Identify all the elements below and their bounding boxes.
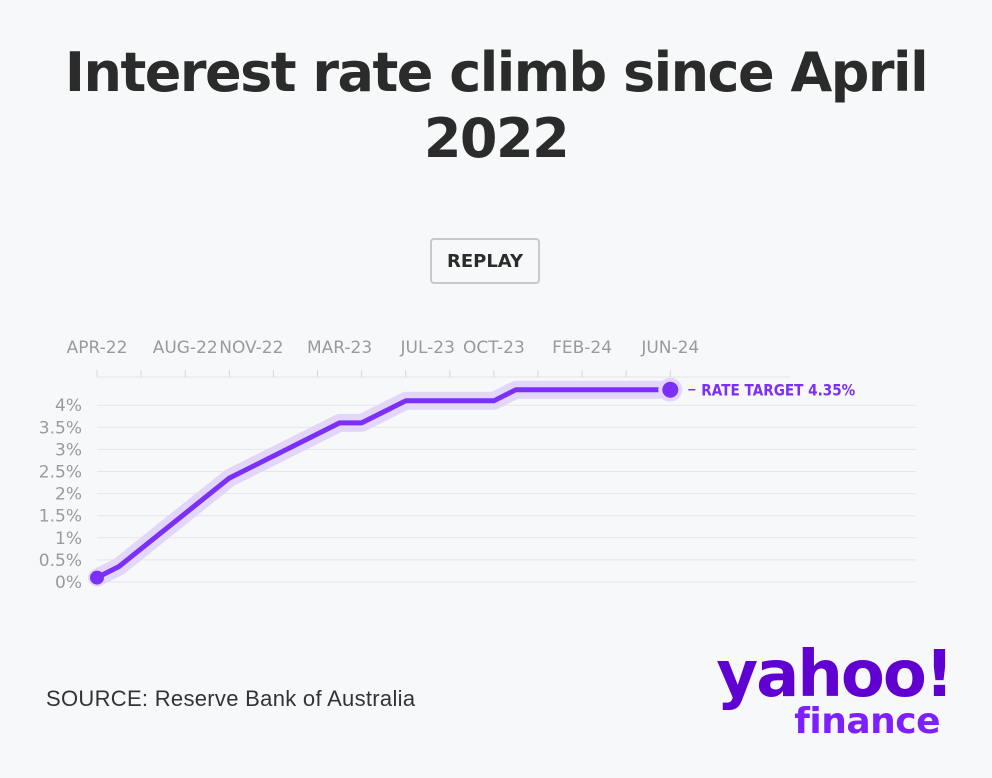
y-tick-label-1: 3.5% <box>39 418 82 438</box>
rate-target-label: RATE TARGET 4.35% <box>701 381 855 400</box>
series-line-0 <box>94 387 673 581</box>
y-tick-label-8: 0% <box>55 573 82 593</box>
y-tick-label-3: 2.5% <box>39 463 82 483</box>
chart-title: Interest rate climb since April 2022 <box>64 41 929 170</box>
y-axis: 4%3.5%3% 2.5%2%1.5%1%0.5%0% <box>39 396 82 593</box>
y-tick-label-0: 4% <box>55 396 82 416</box>
y-tick-label-7: 0.5% <box>39 551 82 571</box>
x-tick-label-4: JUL-23 <box>400 338 455 358</box>
series-layer <box>88 377 683 587</box>
y-tick-label-6: 1% <box>55 529 82 549</box>
x-tick-label-1: AUG-22 <box>153 338 218 358</box>
yahoo-logo-finance: finance <box>794 701 940 742</box>
yahoo-logo-word: yahoo! <box>716 638 954 712</box>
end-point-marker <box>662 381 679 398</box>
replay-button[interactable]: REPLAY <box>430 238 540 284</box>
x-tick-label-2: NOV-22 <box>219 338 283 358</box>
y-tick-label-5: 1.5% <box>39 507 82 527</box>
x-tick-label-6: FEB-24 <box>552 338 612 358</box>
x-tick-label-5: OCT-23 <box>463 338 525 358</box>
annotation-layer: RATE TARGET 4.35% <box>688 381 855 400</box>
x-tick-label-3: MAR-23 <box>307 338 372 358</box>
x-tick-label-7: JUN-24 <box>640 338 699 358</box>
y-tick-label-2: 3% <box>55 440 82 460</box>
series-halo-0 <box>88 380 680 587</box>
start-point-marker <box>90 570 104 585</box>
grid-lines <box>97 404 916 583</box>
source-note: SOURCE: Reserve Bank of Australia <box>46 686 416 711</box>
x-tick-label-0: APR-22 <box>67 338 128 358</box>
x-axis: APR-22 AUG-22 NOV-22 MAR-23 JUL-23 OCT-23 FEB-… <box>67 338 790 378</box>
y-tick-label-4: 2% <box>55 485 82 505</box>
